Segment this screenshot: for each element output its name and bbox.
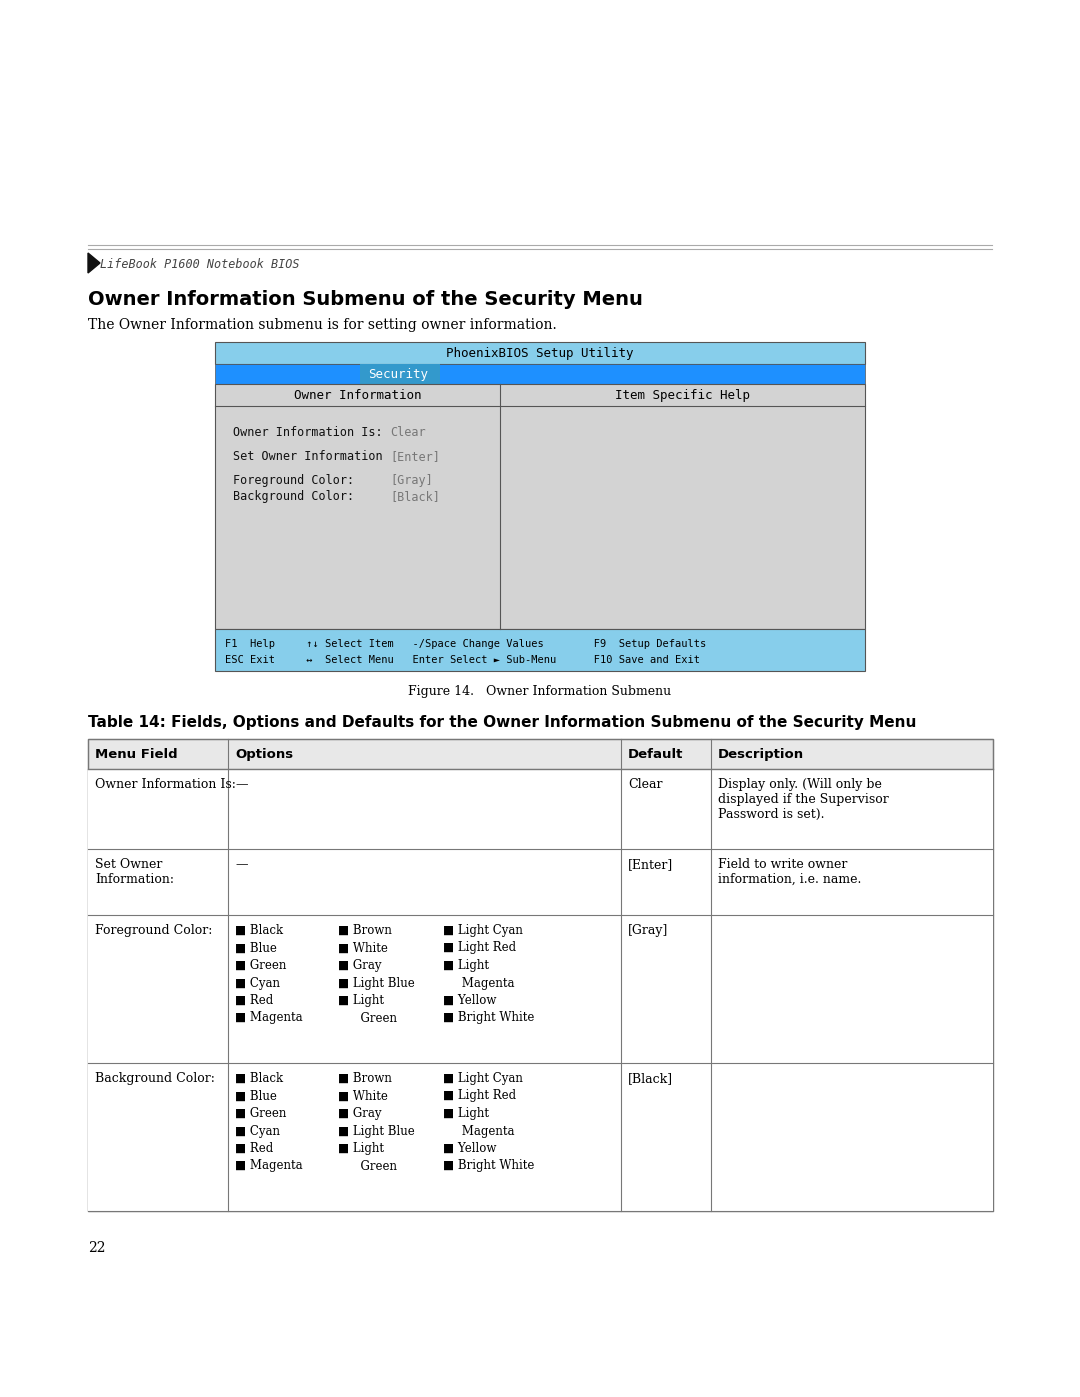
Bar	[360, 365, 440, 384]
Text: Owner Information Is:: Owner Information Is:	[233, 426, 382, 439]
Polygon shape	[87, 253, 100, 272]
Text: Background Color:: Background Color:	[233, 490, 354, 503]
Text: ■ Gray: ■ Gray	[338, 958, 381, 972]
Text: Green: Green	[338, 1160, 397, 1172]
Text: Menu Field: Menu Field	[95, 747, 177, 761]
Text: Owner Information Is:: Owner Information Is:	[95, 778, 235, 791]
Text: Clear: Clear	[627, 778, 662, 791]
Text: [Black]: [Black]	[390, 490, 440, 503]
Text: ■ Light: ■ Light	[443, 1106, 489, 1120]
Text: Table 14: Fields, Options and Defaults for the Owner Information Submenu of the : Table 14: Fields, Options and Defaults f…	[87, 715, 916, 731]
Text: ■ Gray: ■ Gray	[338, 1106, 381, 1120]
Text: Security: Security	[368, 367, 428, 381]
Text: [Black]: [Black]	[627, 1071, 673, 1085]
Text: ■ Cyan: ■ Cyan	[235, 1125, 280, 1137]
Text: Field to write owner
information, i.e. name.: Field to write owner information, i.e. n…	[718, 858, 862, 886]
Bar	[87, 1063, 993, 1211]
Text: ■ White: ■ White	[338, 1090, 388, 1102]
Bar	[215, 384, 865, 629]
Text: [Enter]: [Enter]	[627, 858, 673, 870]
Text: ■ Black: ■ Black	[235, 923, 283, 937]
Text: Display only. (Will only be
displayed if the Supervisor
Password is set).: Display only. (Will only be displayed if…	[718, 778, 889, 821]
Text: ■ Yellow: ■ Yellow	[443, 1141, 497, 1155]
Text: ■ Bright White: ■ Bright White	[443, 1160, 535, 1172]
Text: Default: Default	[627, 747, 684, 761]
Text: Foreground Color:: Foreground Color:	[233, 474, 354, 488]
Text: —: —	[235, 778, 247, 791]
Text: —: —	[235, 858, 247, 870]
Text: ■ Cyan: ■ Cyan	[235, 977, 280, 989]
Text: Magenta: Magenta	[443, 977, 514, 989]
Text: Set Owner
Information:: Set Owner Information:	[95, 858, 174, 886]
Text: ■ Light: ■ Light	[338, 995, 384, 1007]
Text: ■ Blue: ■ Blue	[235, 942, 276, 954]
Text: [Gray]: [Gray]	[390, 474, 433, 488]
Text: ■ Light Blue: ■ Light Blue	[338, 1125, 415, 1137]
Text: ■ Brown: ■ Brown	[338, 1071, 392, 1085]
Text: ESC Exit     ↔  Select Menu   Enter Select ► Sub-Menu      F10 Save and Exit: ESC Exit ↔ Select Menu Enter Select ► Su…	[225, 655, 700, 665]
Text: Background Color:: Background Color:	[95, 1071, 215, 1085]
Text: Description: Description	[718, 747, 805, 761]
Text: [Gray]: [Gray]	[627, 923, 669, 937]
Bar	[87, 739, 993, 768]
Text: Foreground Color:: Foreground Color:	[95, 923, 213, 937]
Bar	[87, 849, 993, 915]
Text: ■ Magenta: ■ Magenta	[235, 1160, 302, 1172]
Text: ■ Light Blue: ■ Light Blue	[338, 977, 415, 989]
Bar	[215, 629, 865, 671]
Text: ■ Magenta: ■ Magenta	[235, 1011, 302, 1024]
Text: ■ Blue: ■ Blue	[235, 1090, 276, 1102]
Text: ■ Light Cyan: ■ Light Cyan	[443, 923, 523, 937]
Text: 22: 22	[87, 1241, 106, 1255]
Text: ■ Green: ■ Green	[235, 958, 286, 972]
Text: ■ Black: ■ Black	[235, 1071, 283, 1085]
Text: The Owner Information submenu is for setting owner information.: The Owner Information submenu is for set…	[87, 319, 557, 332]
Bar	[87, 915, 993, 1063]
Text: Item Specific Help: Item Specific Help	[615, 388, 750, 402]
Text: Green: Green	[338, 1011, 397, 1024]
Text: ■ Red: ■ Red	[235, 995, 273, 1007]
Text: Magenta: Magenta	[443, 1125, 514, 1137]
Text: [Enter]: [Enter]	[390, 450, 440, 462]
Text: Clear: Clear	[390, 426, 426, 439]
Text: Owner Information Submenu of the Security Menu: Owner Information Submenu of the Securit…	[87, 291, 643, 309]
Bar	[215, 365, 865, 384]
Text: ■ Light Red: ■ Light Red	[443, 1090, 516, 1102]
Text: ■ Yellow: ■ Yellow	[443, 995, 497, 1007]
Text: PhoenixBIOS Setup Utility: PhoenixBIOS Setup Utility	[446, 346, 634, 360]
Text: ■ Light Cyan: ■ Light Cyan	[443, 1071, 523, 1085]
Text: ■ Brown: ■ Brown	[338, 923, 392, 937]
Text: ■ White: ■ White	[338, 942, 388, 954]
Text: ■ Green: ■ Green	[235, 1106, 286, 1120]
Text: ■ Bright White: ■ Bright White	[443, 1011, 535, 1024]
Bar	[87, 739, 993, 1211]
Text: ■ Light: ■ Light	[338, 1141, 384, 1155]
Text: Options: Options	[235, 747, 293, 761]
Text: Figure 14.   Owner Information Submenu: Figure 14. Owner Information Submenu	[408, 685, 672, 698]
Text: LifeBook P1600 Notebook BIOS: LifeBook P1600 Notebook BIOS	[100, 258, 299, 271]
Text: ■ Light Red: ■ Light Red	[443, 942, 516, 954]
Bar	[87, 768, 993, 849]
Text: Set Owner Information: Set Owner Information	[233, 450, 382, 462]
Text: ■ Red: ■ Red	[235, 1141, 273, 1155]
Text: F1  Help     ↑↓ Select Item   -/Space Change Values        F9  Setup Defaults: F1 Help ↑↓ Select Item -/Space Change Va…	[225, 638, 706, 650]
Text: Owner Information: Owner Information	[294, 388, 421, 402]
Text: ■ Light: ■ Light	[443, 958, 489, 972]
Bar	[215, 342, 865, 365]
